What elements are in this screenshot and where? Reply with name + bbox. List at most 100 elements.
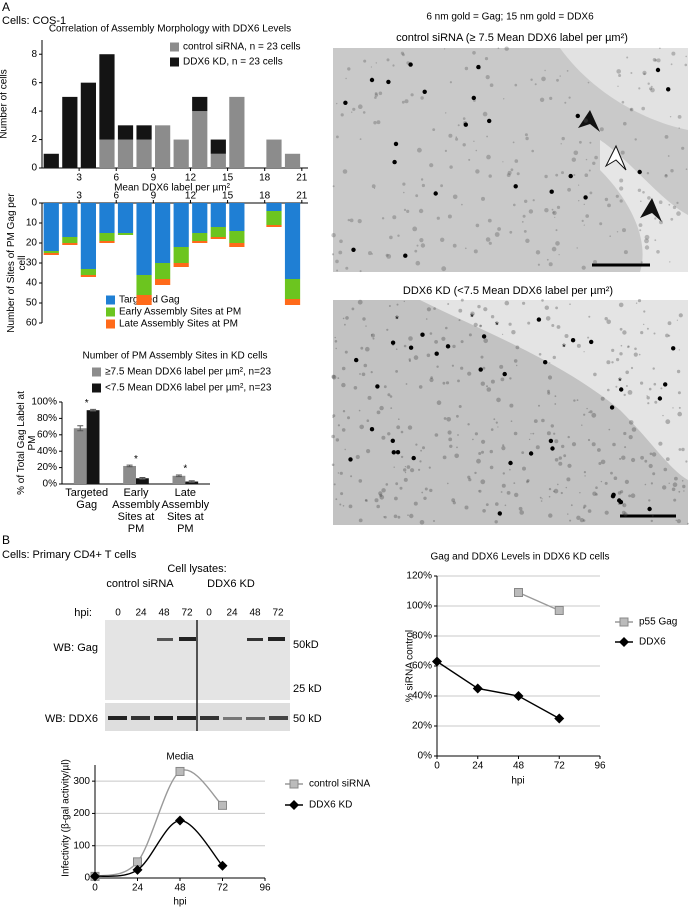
texture [449,165,453,169]
x-tick-label: 72 [554,761,566,772]
texture [576,247,578,249]
texture [662,485,667,490]
texture [607,388,610,392]
texture [510,420,513,423]
texture [584,475,586,477]
texture [487,218,492,223]
texture [630,108,633,111]
x-tick-label-box: Early Assembly Sites at PM [112,487,160,535]
texture [389,235,393,240]
y-tick-label: 0 [31,163,37,174]
texture [430,376,433,379]
texture [629,107,634,112]
texture [465,247,467,250]
texture [376,504,381,509]
texture [538,353,542,356]
texture [527,321,531,325]
texture [558,254,560,256]
texture [540,500,543,502]
bar [136,275,152,295]
gold-particle [528,451,534,456]
texture [483,338,489,344]
texture [561,136,565,141]
texture [473,249,478,254]
texture [654,400,658,404]
texture [671,487,676,492]
texture [370,334,373,336]
bar [43,203,59,251]
texture [665,333,669,338]
texture [578,200,580,202]
texture [448,133,453,138]
texture [482,509,486,513]
texture [468,158,471,161]
bar [136,203,152,275]
texture [396,303,399,306]
error-bar [126,464,133,468]
texture [630,493,636,499]
x-tick-label: 48 [513,761,525,772]
texture [668,203,671,206]
texture [452,243,457,248]
texture [556,325,561,329]
texture [410,468,415,473]
gold-particle [434,351,439,356]
bar [117,139,134,168]
bar [80,82,97,168]
texture [537,263,541,266]
texture [478,490,480,492]
bar [172,475,186,484]
legend-swatch [106,295,115,305]
error-bar [175,474,182,478]
blot-band [268,637,285,641]
texture [647,82,650,85]
gold-particle [445,344,451,349]
texture [541,418,545,423]
texture [530,433,532,435]
chart-title: Number of PM Assembly Sites in KD cells [82,351,267,362]
texture [555,306,558,310]
texture [489,465,494,470]
texture [624,479,630,484]
texture [535,250,541,255]
x-tick-label: 9 [151,191,157,202]
gold-particle [657,396,663,401]
texture [486,135,488,138]
gold-particle [351,247,356,252]
x-tick-label-box: Targeted Gag [65,487,108,511]
x-tick-label: 0 [92,883,98,894]
bar [229,96,245,168]
texture [597,448,601,452]
texture [611,348,615,352]
texture [386,328,389,331]
em-title: control siRNA (≥ 7.5 Mean DDX6 label per… [396,32,628,44]
texture [415,194,419,198]
texture [445,112,447,114]
blot-marker: 50kD [293,639,319,651]
gold-particle [548,438,554,444]
texture [539,97,545,103]
texture [385,253,389,257]
texture [407,514,409,516]
texture [434,433,439,437]
texture [486,387,492,392]
texture [347,416,350,420]
texture [371,184,376,189]
lane-label: 0 [206,608,212,619]
texture [512,141,515,144]
texture [504,300,510,306]
blot-marker: 50 kD [293,713,322,725]
texture [564,101,567,104]
y-tick-label: 8 [31,49,37,60]
gold-particle [422,89,427,95]
bar [62,237,78,243]
texture [514,83,518,87]
texture [592,491,597,496]
blot-band [131,716,150,720]
texture [418,208,424,214]
texture [502,472,505,475]
texture [468,333,472,337]
texture [662,414,664,417]
y-axis-label: % of Total Gag Label at PM [16,391,38,495]
texture [621,455,626,460]
